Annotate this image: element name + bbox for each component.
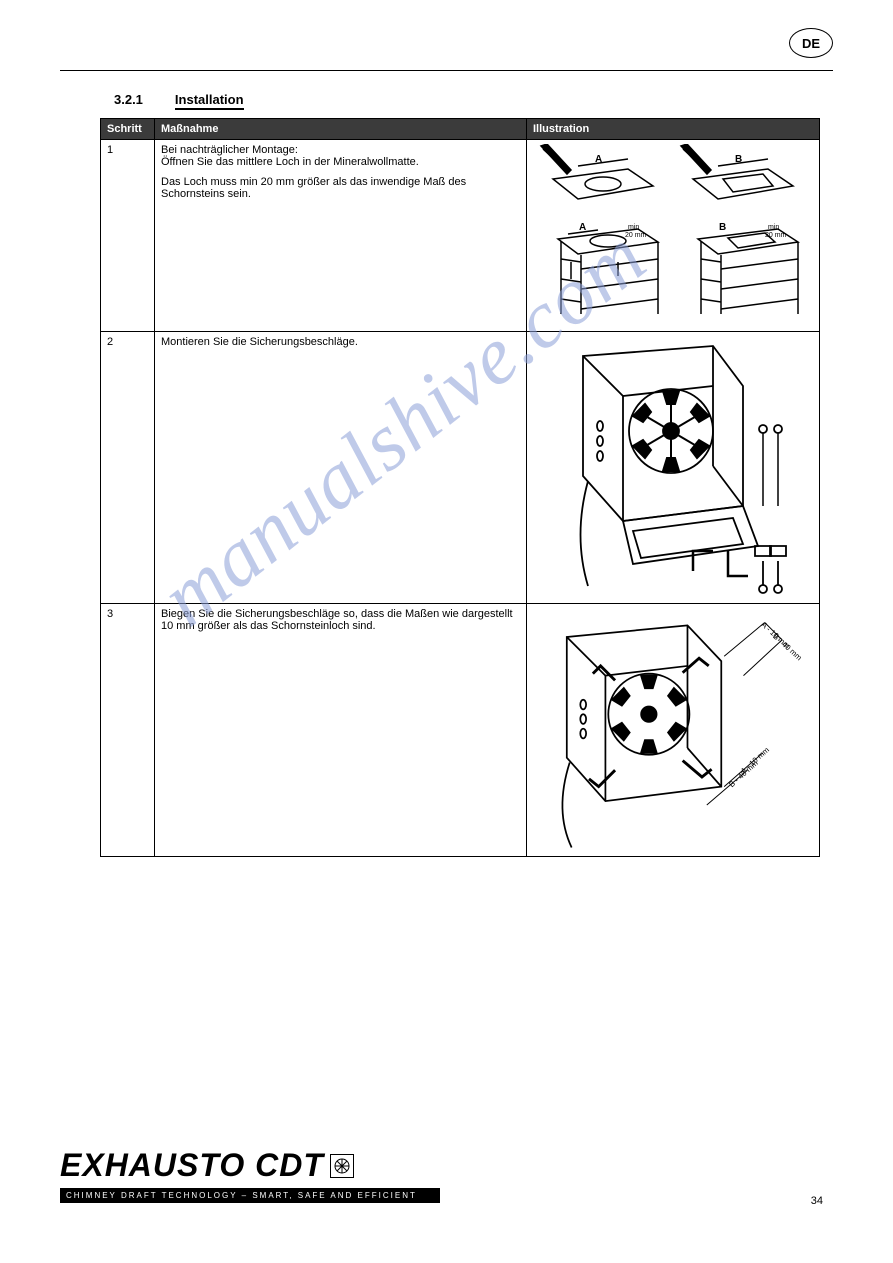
svg-text:20 mm: 20 mm xyxy=(765,232,787,239)
page-footer: EXHAUSTO CDT CHIMNEY DRAFT TECHNOLOGY – … xyxy=(60,1147,833,1203)
step-cell: 3 xyxy=(101,604,155,857)
action-line: Das Loch muss min 20 mm größer als das i… xyxy=(161,176,520,200)
illustration-step-2 xyxy=(533,336,813,596)
action-line xyxy=(161,168,520,176)
svg-text:min: min xyxy=(768,224,779,231)
table-row: 3 Biegen Sie die Sicherungsbeschläge so,… xyxy=(101,604,820,857)
action-line: Montieren Sie die Sicherungsbeschläge. xyxy=(161,336,520,348)
action-line: Bei nachträglicher Montage: xyxy=(161,144,520,156)
footer-tagline: CHIMNEY DRAFT TECHNOLOGY – SMART, SAFE A… xyxy=(60,1188,440,1203)
step-cell: 1 xyxy=(101,140,155,332)
page-number: 34 xyxy=(811,1195,823,1207)
footer-logo: EXHAUSTO CDT xyxy=(60,1147,833,1184)
action-cell: Montieren Sie die Sicherungsbeschläge. xyxy=(155,332,527,604)
svg-text:B: B xyxy=(719,222,726,233)
illustration-cell: A - 10 mm B - 40 mm A - 10 mm B - 40 mm xyxy=(527,604,820,857)
table-row: 1 Bei nachträglicher Montage: Öffnen Sie… xyxy=(101,140,820,332)
table-row: 2 Montieren Sie die Sicherungsbeschläge. xyxy=(101,332,820,604)
col-header-step: Schritt xyxy=(101,119,155,140)
illustration-step-3: A - 10 mm B - 40 mm A - 10 mm B - 40 mm xyxy=(533,608,813,849)
action-line: Öffnen Sie das mittlere Loch in der Mine… xyxy=(161,156,520,168)
svg-text:min: min xyxy=(628,224,639,231)
header-separator xyxy=(60,70,833,71)
action-cell: Bei nachträglicher Montage: Öffnen Sie d… xyxy=(155,140,527,332)
section-number: 3.2.1 xyxy=(114,92,143,107)
language-code: DE xyxy=(802,36,820,51)
col-header-action: Maßnahme xyxy=(155,119,527,140)
illustration-cell xyxy=(527,332,820,604)
illustration-step-1: A xyxy=(533,144,813,324)
action-line: Biegen Sie die Sicherungsbeschläge so, d… xyxy=(161,608,520,632)
svg-text:B - 40 mm: B - 40 mm xyxy=(771,632,803,663)
installation-table: Schritt Maßnahme Illustration 1 Bei nach… xyxy=(100,118,820,857)
svg-text:B - 40 mm: B - 40 mm xyxy=(727,759,759,790)
action-cell: Biegen Sie die Sicherungsbeschläge so, d… xyxy=(155,604,527,857)
logo-fan-icon xyxy=(330,1154,354,1178)
table-header-row: Schritt Maßnahme Illustration xyxy=(101,119,820,140)
logo-text: EXHAUSTO CDT xyxy=(60,1147,324,1184)
col-header-illustration: Illustration xyxy=(527,119,820,140)
section-title: Installation xyxy=(175,92,244,110)
language-badge: DE xyxy=(789,28,833,58)
illustration-cell: A xyxy=(527,140,820,332)
svg-text:20 mm: 20 mm xyxy=(625,232,647,239)
step-cell: 2 xyxy=(101,332,155,604)
section-header: 3.2.1 Installation xyxy=(114,92,244,110)
